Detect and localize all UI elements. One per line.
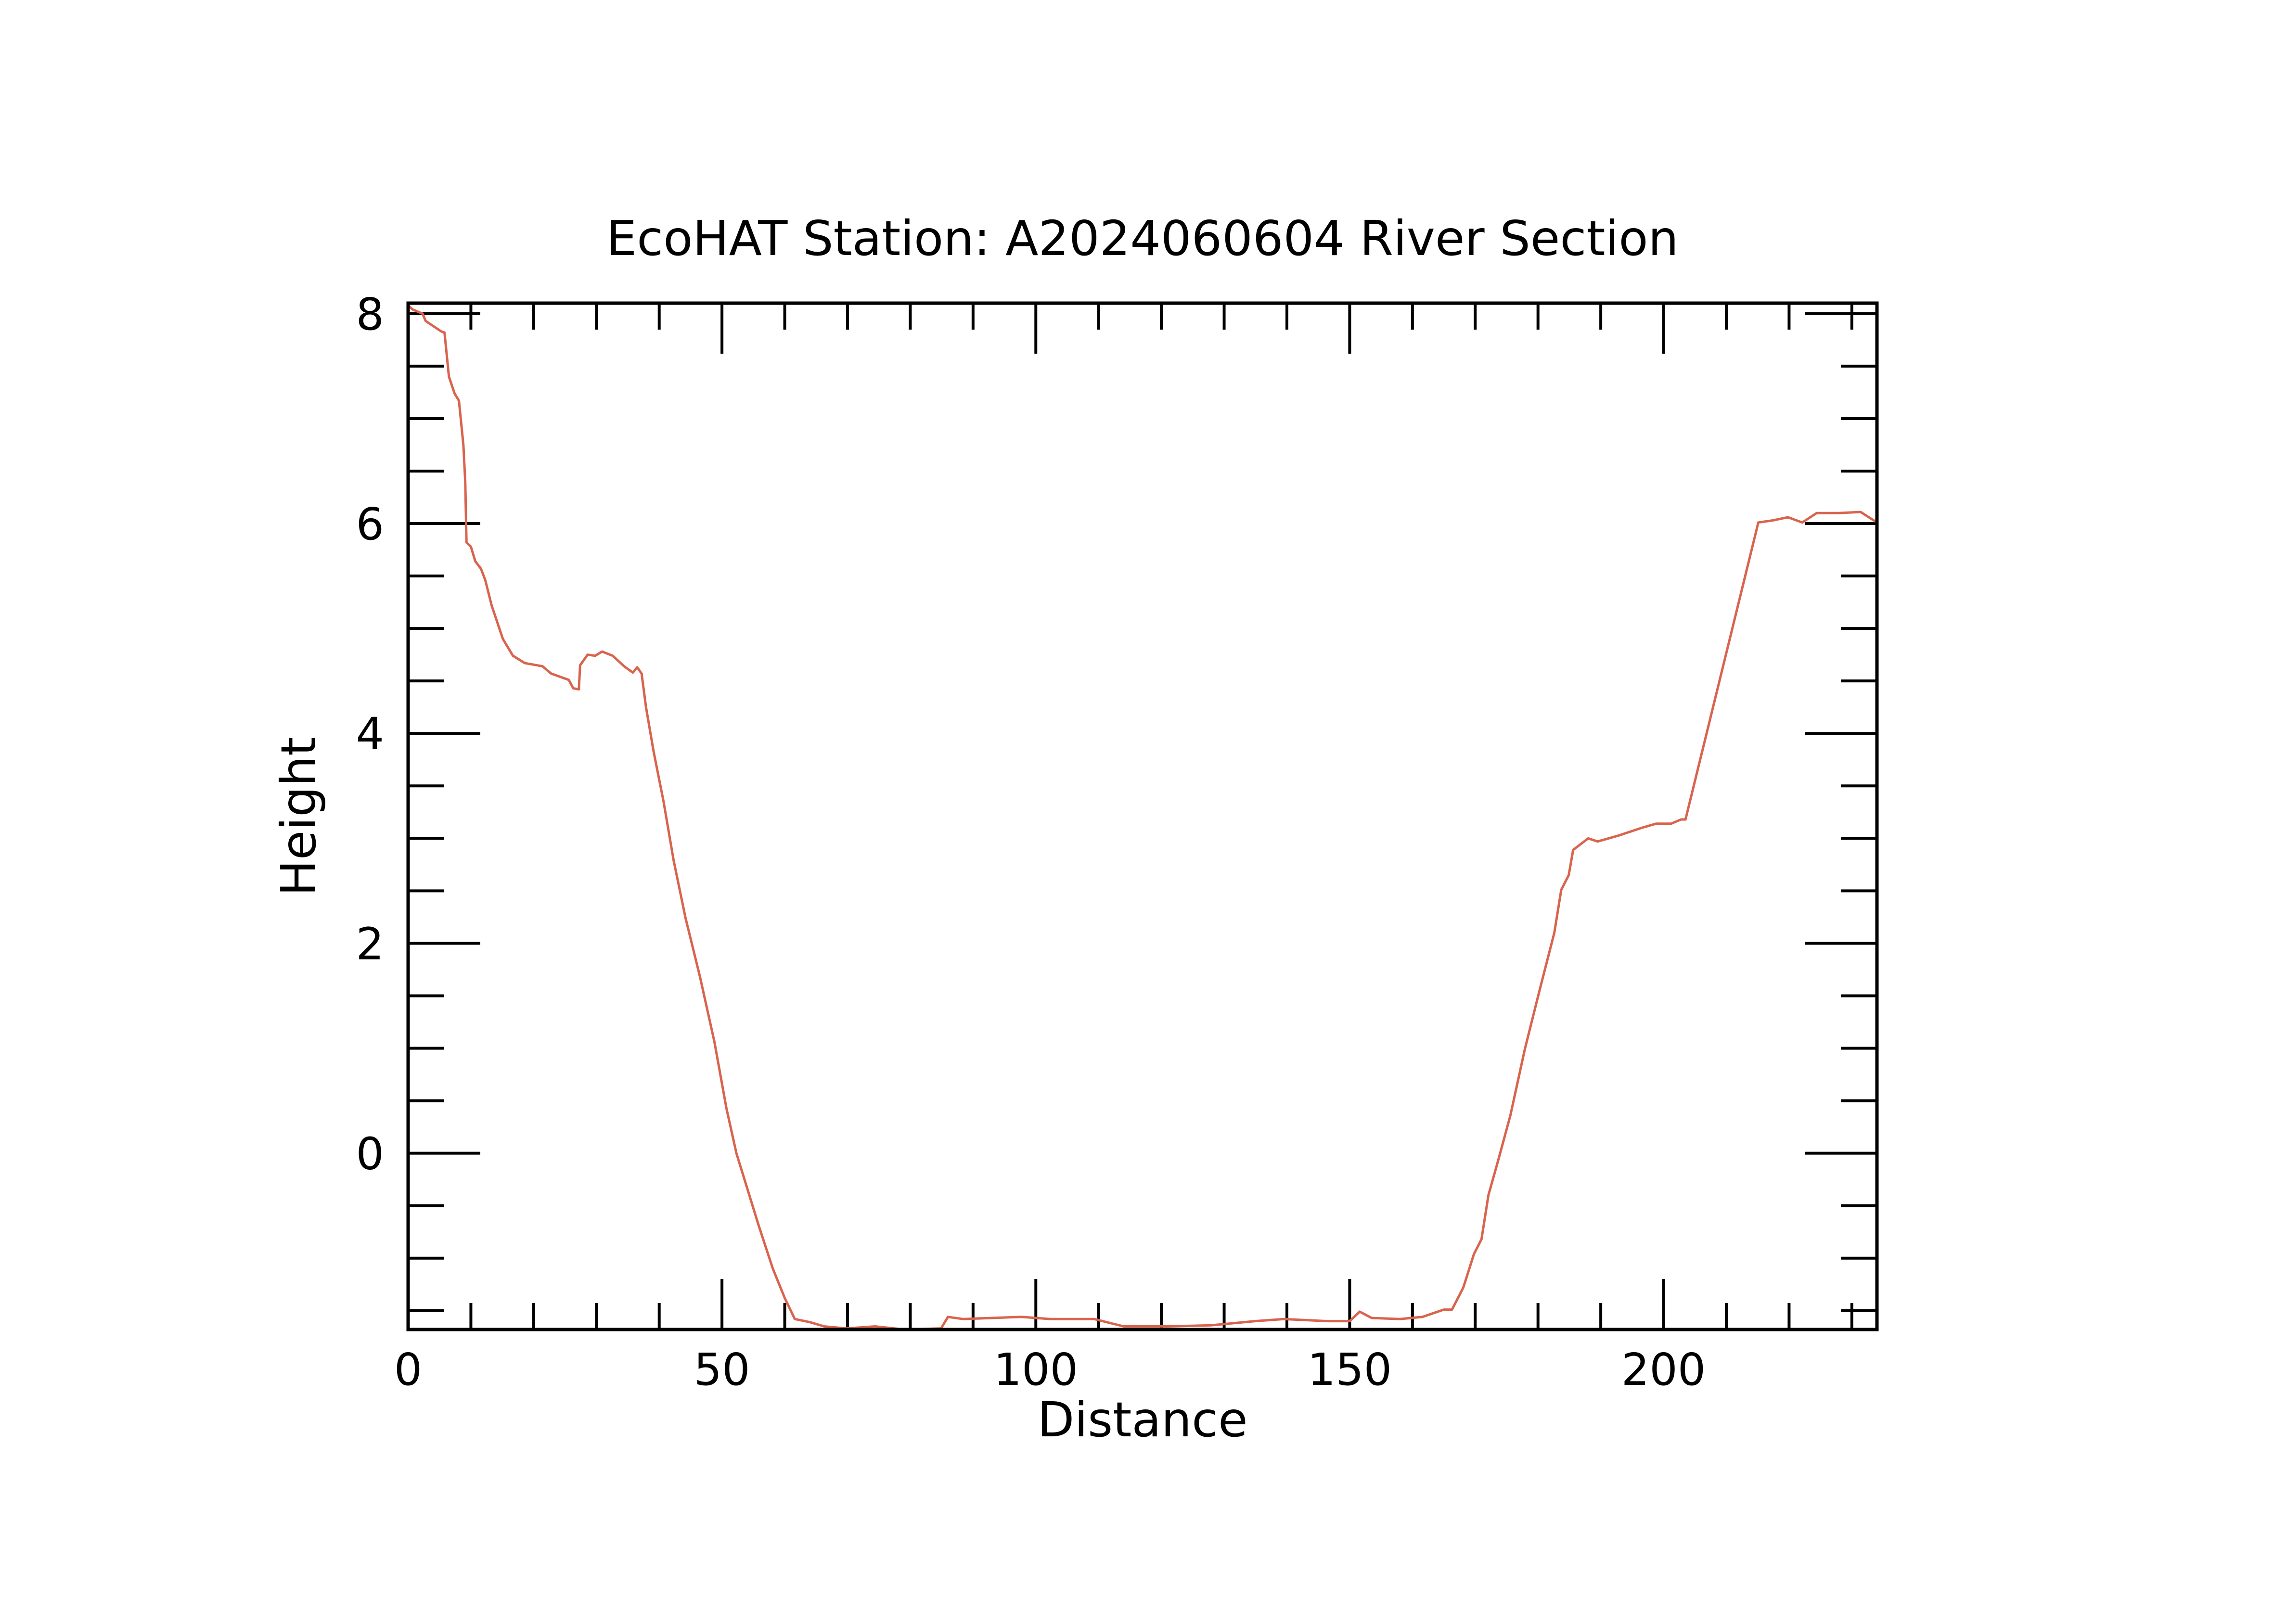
y-tick-label: 6 — [356, 499, 384, 550]
x-tick-label: 100 — [993, 1344, 1078, 1395]
x-tick-label: 50 — [694, 1344, 750, 1395]
river-section-line — [407, 304, 1878, 1331]
axis-tick-labels: 0 50 100 150 200 0 2 4 6 8 — [356, 289, 1706, 1395]
x-tick-label: 150 — [1308, 1344, 1392, 1395]
x-tick-label: 200 — [1621, 1344, 1706, 1395]
y-tick-label: 8 — [356, 289, 384, 340]
x-tick-label: 0 — [394, 1344, 423, 1395]
plot-frame — [406, 301, 1879, 1331]
axis-ticks — [407, 303, 1877, 1330]
y-tick-label: 2 — [356, 918, 384, 970]
y-tick-label: 0 — [356, 1128, 384, 1180]
y-tick-label: 4 — [356, 708, 384, 760]
chart-title: EcoHAT Station: A2024060604 River Sectio… — [606, 210, 1679, 267]
y-axis-label: Height — [270, 737, 327, 896]
x-axis-label: Distance — [1037, 1392, 1247, 1448]
